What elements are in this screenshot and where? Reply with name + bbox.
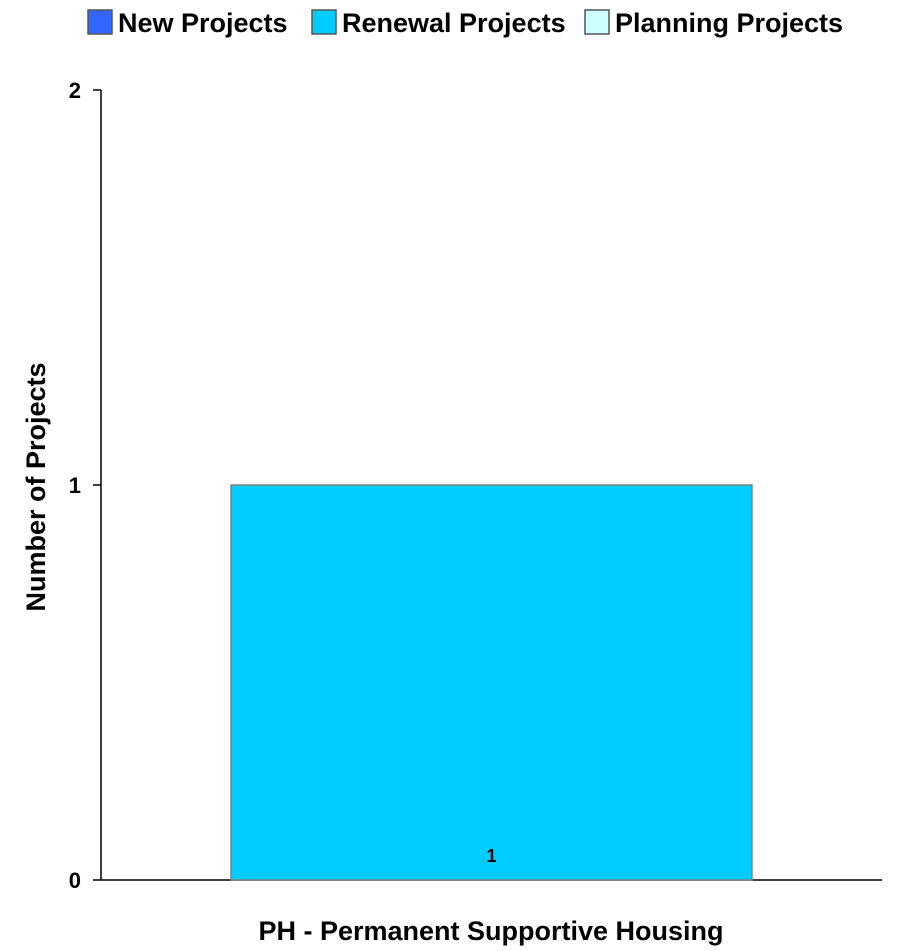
y-tick-label-1: 1 (69, 473, 81, 498)
legend-item-planning-projects: Planning Projects (584, 8, 843, 38)
x-axis-category-label: PH - Permanent Supportive Housing (258, 916, 723, 946)
y-tick-label-0: 0 (69, 868, 81, 893)
legend-swatch-new-projects (87, 9, 113, 35)
legend-swatch-renewal-projects (311, 9, 337, 35)
legend-item-new-projects: New Projects (87, 8, 288, 38)
y-tick-label-2: 2 (69, 78, 81, 103)
data-label-ph-renewal: 1 (486, 846, 496, 866)
legend-item-renewal-projects: Renewal Projects (311, 8, 566, 38)
legend-swatch-planning-projects (584, 9, 610, 35)
y-axis-ticks: 0 1 2 (69, 78, 101, 893)
legend-label-new-projects: New Projects (118, 8, 288, 38)
legend-label-renewal-projects: Renewal Projects (342, 8, 566, 38)
legend-label-planning-projects: Planning Projects (615, 8, 843, 38)
bars (230, 484, 753, 881)
legend: New Projects Renewal Projects Planning P… (87, 8, 843, 38)
y-axis-title: Number of Projects (21, 362, 51, 611)
bar-renewal-projects-0 (230, 484, 753, 881)
